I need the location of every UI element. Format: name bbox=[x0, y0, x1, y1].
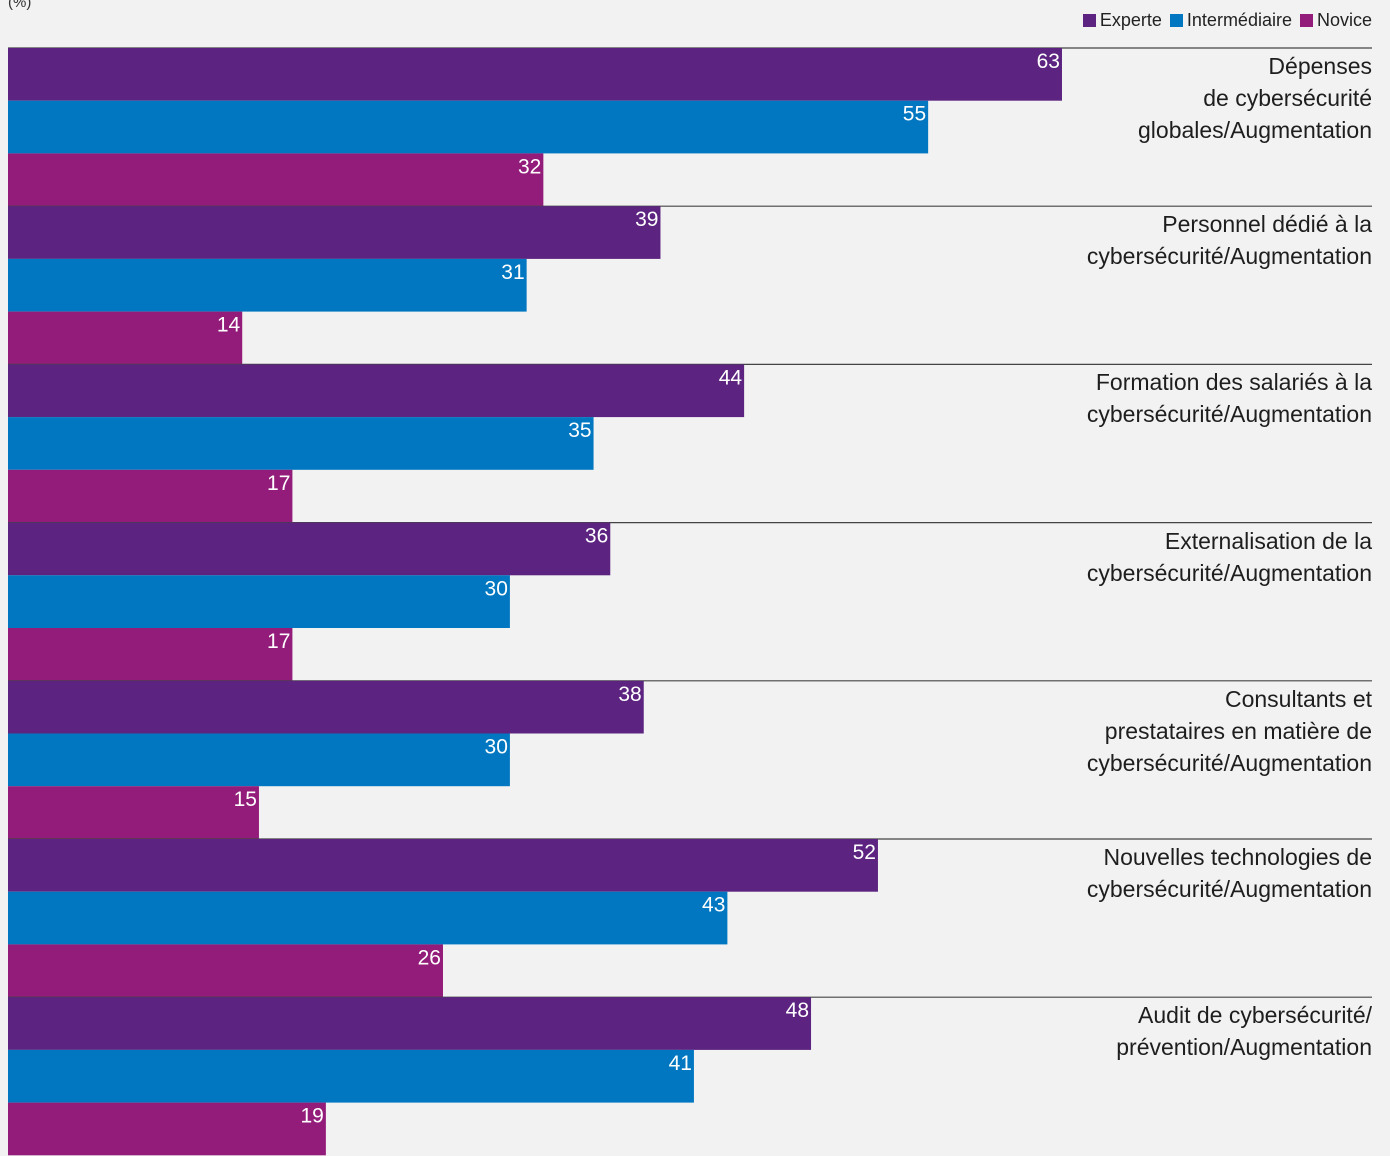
bar-novice-group-7 bbox=[8, 1102, 326, 1156]
bar-intermdiaire-group-4 bbox=[8, 575, 510, 628]
data-label-novice-group-4: 17 bbox=[267, 630, 290, 653]
bar-experte-group-1 bbox=[8, 48, 1062, 101]
bar-novice-group-4 bbox=[8, 628, 293, 681]
data-label-novice-group-5: 15 bbox=[234, 788, 257, 811]
legend-swatch-novice bbox=[1299, 14, 1313, 27]
category-label-group-3: Formation des salariés à la cybersécurit… bbox=[1086, 369, 1372, 428]
data-label-intermdiaire-group-4: 30 bbox=[485, 577, 508, 600]
data-label-novice-group-7: 19 bbox=[301, 1105, 324, 1128]
unit-label: (%) bbox=[8, 0, 32, 11]
bar-experte-group-5 bbox=[8, 680, 644, 734]
data-label-intermdiaire-group-6: 43 bbox=[702, 894, 725, 917]
data-label-experte-group-7: 48 bbox=[786, 999, 809, 1022]
data-label-intermdiaire-group-1: 55 bbox=[903, 103, 926, 126]
legend-swatch-intermediaire bbox=[1169, 14, 1183, 27]
bar-intermdiaire-group-3 bbox=[8, 417, 594, 470]
bar-intermdiaire-group-1 bbox=[8, 100, 929, 154]
legend-item-experte: Experte bbox=[1082, 10, 1162, 31]
legend-label-experte: Experte bbox=[1099, 10, 1162, 30]
legend-label-intermediaire: Intermédiaire bbox=[1186, 10, 1292, 30]
data-label-novice-group-6: 26 bbox=[418, 946, 441, 969]
data-label-experte-group-4: 36 bbox=[585, 525, 608, 548]
category-label-group-6: Nouvelles technologies de cybersécurité/… bbox=[1086, 844, 1372, 902]
data-label-novice-group-1: 32 bbox=[518, 155, 541, 178]
data-label-experte-group-6: 52 bbox=[853, 841, 876, 864]
category-label-group-5: Consultants et prestataires en matière d… bbox=[1086, 685, 1372, 776]
bar-experte-group-7 bbox=[8, 997, 812, 1050]
legend-item-intermediaire: Intermédiaire bbox=[1169, 10, 1292, 31]
category-label-group-2: Personnel dédié à la cybersécurité/Augme… bbox=[1086, 211, 1372, 270]
bar-intermdiaire-group-2 bbox=[8, 258, 527, 312]
bar-intermdiaire-group-5 bbox=[8, 733, 510, 787]
data-label-novice-group-3: 17 bbox=[267, 472, 290, 495]
data-label-intermdiaire-group-2: 31 bbox=[501, 261, 524, 284]
bar-experte-group-4 bbox=[8, 522, 611, 576]
data-label-experte-group-5: 38 bbox=[618, 683, 641, 706]
legend-swatch-experte bbox=[1082, 14, 1096, 27]
legend-label-novice: Novice bbox=[1316, 10, 1372, 30]
bar-experte-group-3 bbox=[8, 364, 745, 418]
data-label-novice-group-2: 14 bbox=[217, 314, 241, 337]
data-label-intermdiaire-group-7: 41 bbox=[669, 1052, 692, 1075]
data-label-intermdiaire-group-5: 30 bbox=[485, 736, 508, 759]
bar-novice-group-5 bbox=[8, 786, 259, 839]
data-label-experte-group-2: 39 bbox=[635, 208, 658, 231]
bar-experte-group-2 bbox=[8, 206, 661, 259]
category-label-group-1: Dépenses de cybersécurité globales/Augme… bbox=[1138, 53, 1372, 143]
data-label-experte-group-1: 63 bbox=[1037, 50, 1060, 73]
bar-novice-group-1 bbox=[8, 153, 544, 207]
bar-intermdiaire-group-7 bbox=[8, 1049, 694, 1103]
bar-novice-group-6 bbox=[8, 944, 443, 998]
data-label-experte-group-3: 44 bbox=[719, 366, 743, 389]
bar-novice-group-2 bbox=[8, 311, 243, 365]
legend: Experte Intermédiaire Novice bbox=[1082, 10, 1372, 31]
category-label-group-7: Audit de cybersécurité/ prévention/Augme… bbox=[1116, 1002, 1372, 1061]
legend-item-novice: Novice bbox=[1299, 10, 1372, 31]
bar-experte-group-6 bbox=[8, 839, 878, 892]
data-label-intermdiaire-group-3: 35 bbox=[568, 419, 591, 442]
category-label-group-4: Externalisation de la cybersécurité/Augm… bbox=[1086, 527, 1372, 586]
bar-intermdiaire-group-6 bbox=[8, 891, 728, 945]
bar-novice-group-3 bbox=[8, 469, 293, 523]
